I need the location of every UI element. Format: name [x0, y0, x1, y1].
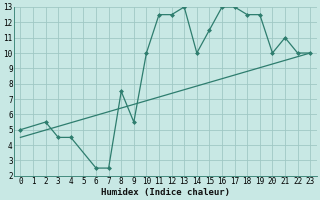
X-axis label: Humidex (Indice chaleur): Humidex (Indice chaleur): [101, 188, 230, 197]
